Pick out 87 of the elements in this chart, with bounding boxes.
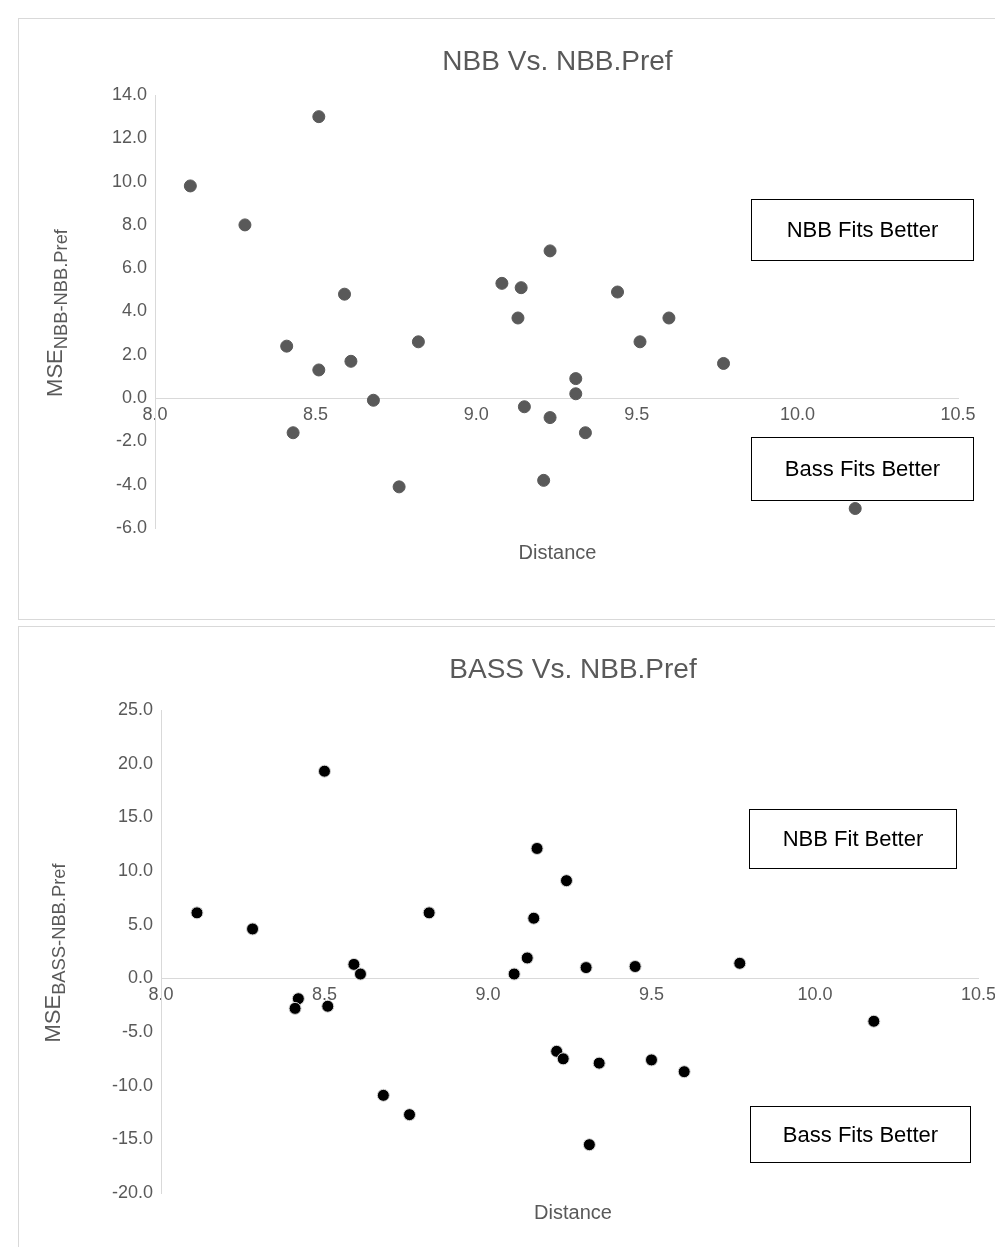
y-tick-label: 10.0 [111,170,147,191]
note-box: NBB Fit Better [749,809,957,869]
y-tick-label: -5.0 [121,1020,153,1041]
point [569,387,583,401]
point [611,285,625,299]
note-box: Bass Fits Better [750,1106,971,1163]
x-tick-label: 9.0 [475,984,501,1005]
point [514,281,528,295]
y-tick-label: 5.0 [127,913,153,934]
point [556,1052,570,1066]
y-tick-label: -6.0 [115,516,147,537]
point [644,1053,658,1067]
y-tick-label: -10.0 [111,1074,153,1095]
point [662,311,676,325]
point [582,1138,596,1152]
x-tick-label: 10.0 [797,984,833,1005]
point [633,335,647,349]
x-tick-label: 10.5 [960,984,995,1005]
point [520,951,534,965]
x-tick-label: 9.5 [638,984,665,1005]
point [579,961,593,975]
point [347,957,361,971]
point [353,967,367,981]
point [288,1001,302,1015]
y-tick-label: 2.0 [121,343,147,364]
y-tick-label: 20.0 [117,752,153,773]
x-tick-label: 10.5 [940,403,976,424]
point [530,841,544,855]
point [867,1014,881,1028]
x-axis-title: Distance [518,540,597,564]
y-tick-label: 10.0 [117,859,153,880]
x-axis-title: Distance [534,1200,612,1224]
point [511,311,525,325]
point [403,1108,417,1122]
y-tick-label: 6.0 [121,257,147,278]
y-tick-label: 4.0 [121,300,147,321]
point [592,1056,606,1070]
y-tick-label: -4.0 [115,473,147,494]
point [543,244,557,258]
note-box: NBB Fits Better [751,199,974,261]
point [543,411,557,425]
point [848,502,862,516]
note-box: Bass Fits Better [751,437,974,501]
x-tick-label: 10.0 [779,403,815,424]
x-tick-label: 9.5 [624,403,650,424]
point [183,179,197,193]
point [321,999,335,1013]
point [527,911,541,925]
point [495,276,509,290]
point [238,218,252,232]
point [717,356,731,370]
chart-title: BASS Vs. NBB.Pref [449,653,697,685]
point [392,480,406,494]
y-tick-label: 12.0 [111,127,147,148]
point [344,354,358,368]
point [318,764,331,778]
y-tick-label: 14.0 [111,83,147,104]
y-tick-label: 8.0 [121,213,147,234]
point [569,372,583,386]
y-tick-label: -20.0 [111,1181,153,1202]
y-tick-label: 25.0 [117,698,153,719]
point [411,335,425,349]
point [280,339,294,353]
point [578,426,592,440]
point [537,473,551,487]
point [559,874,573,888]
point [286,426,300,440]
point [338,287,352,301]
point [312,110,326,124]
x-tick-label: 8.5 [303,403,329,424]
point [312,363,326,377]
x-tick-label: 8.5 [311,984,338,1005]
y-tick-label: -15.0 [111,1128,153,1149]
y-tick-label: 15.0 [117,806,153,827]
point [517,400,531,414]
y-tick-label: -2.0 [115,430,147,451]
point [422,906,436,920]
chart-title: NBB Vs. NBB.Pref [442,45,673,77]
point [628,960,642,974]
point [190,906,204,920]
point [507,967,521,981]
x-tick-label: 9.0 [463,403,489,424]
point [246,922,260,936]
point [366,393,380,407]
point [733,956,747,970]
point [677,1065,691,1079]
point [376,1088,390,1102]
